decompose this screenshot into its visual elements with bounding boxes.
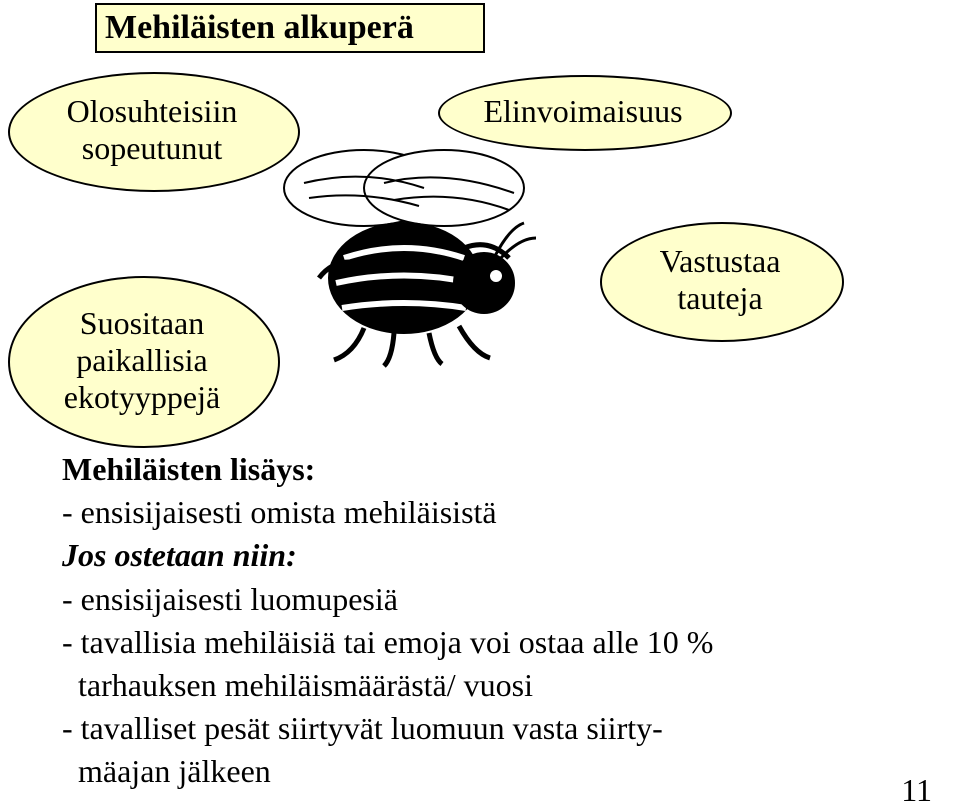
slide: Mehiläisten alkuperä Olosuhteisiin sopeu… — [0, 0, 960, 809]
body-subheading: Jos ostetaan niin: — [62, 534, 932, 577]
page-number: 11 — [901, 772, 932, 809]
body-bullet-4b: mäajan jälkeen — [62, 750, 932, 793]
ellipse-conditions: Olosuhteisiin sopeutunut — [8, 72, 296, 188]
ellipse-local-line3: ekotyyppejä — [64, 379, 220, 416]
body-heading: Mehiläisten lisäys: — [62, 448, 932, 491]
body-bullet-1: - ensisijaisesti omista mehiläisistä — [62, 491, 932, 534]
bee-image — [264, 128, 544, 368]
ellipse-local-line2: paikallisia — [76, 342, 208, 379]
body-text-block: Mehiläisten lisäys: - ensisijaisesti omi… — [62, 448, 932, 794]
ellipse-local: Suositaan paikallisia ekotyyppejä — [8, 276, 276, 444]
ellipse-resistance: Vastustaa tauteja — [600, 222, 840, 338]
ellipse-conditions-line2: sopeutunut — [82, 130, 222, 167]
body-bullet-2: - ensisijaisesti luomupesiä — [62, 578, 932, 621]
body-bullet-4a: - tavalliset pesät siirtyvät luomuun vas… — [62, 707, 932, 750]
title-box: Mehiläisten alkuperä — [95, 3, 485, 53]
ellipse-conditions-line1: Olosuhteisiin — [67, 93, 238, 130]
ellipse-local-line1: Suositaan — [80, 305, 204, 342]
body-bullet-3b: tarhauksen mehiläismäärästä/ vuosi — [62, 664, 932, 707]
body-bullet-3a: - tavallisia mehiläisiä tai emoja voi os… — [62, 621, 932, 664]
page-title: Mehiläisten alkuperä — [105, 9, 414, 46]
ellipse-resistance-line1: Vastustaa — [660, 243, 781, 280]
ellipse-vitality-line1: Elinvoimaisuus — [483, 93, 682, 130]
ellipse-resistance-line2: tauteja — [677, 280, 762, 317]
